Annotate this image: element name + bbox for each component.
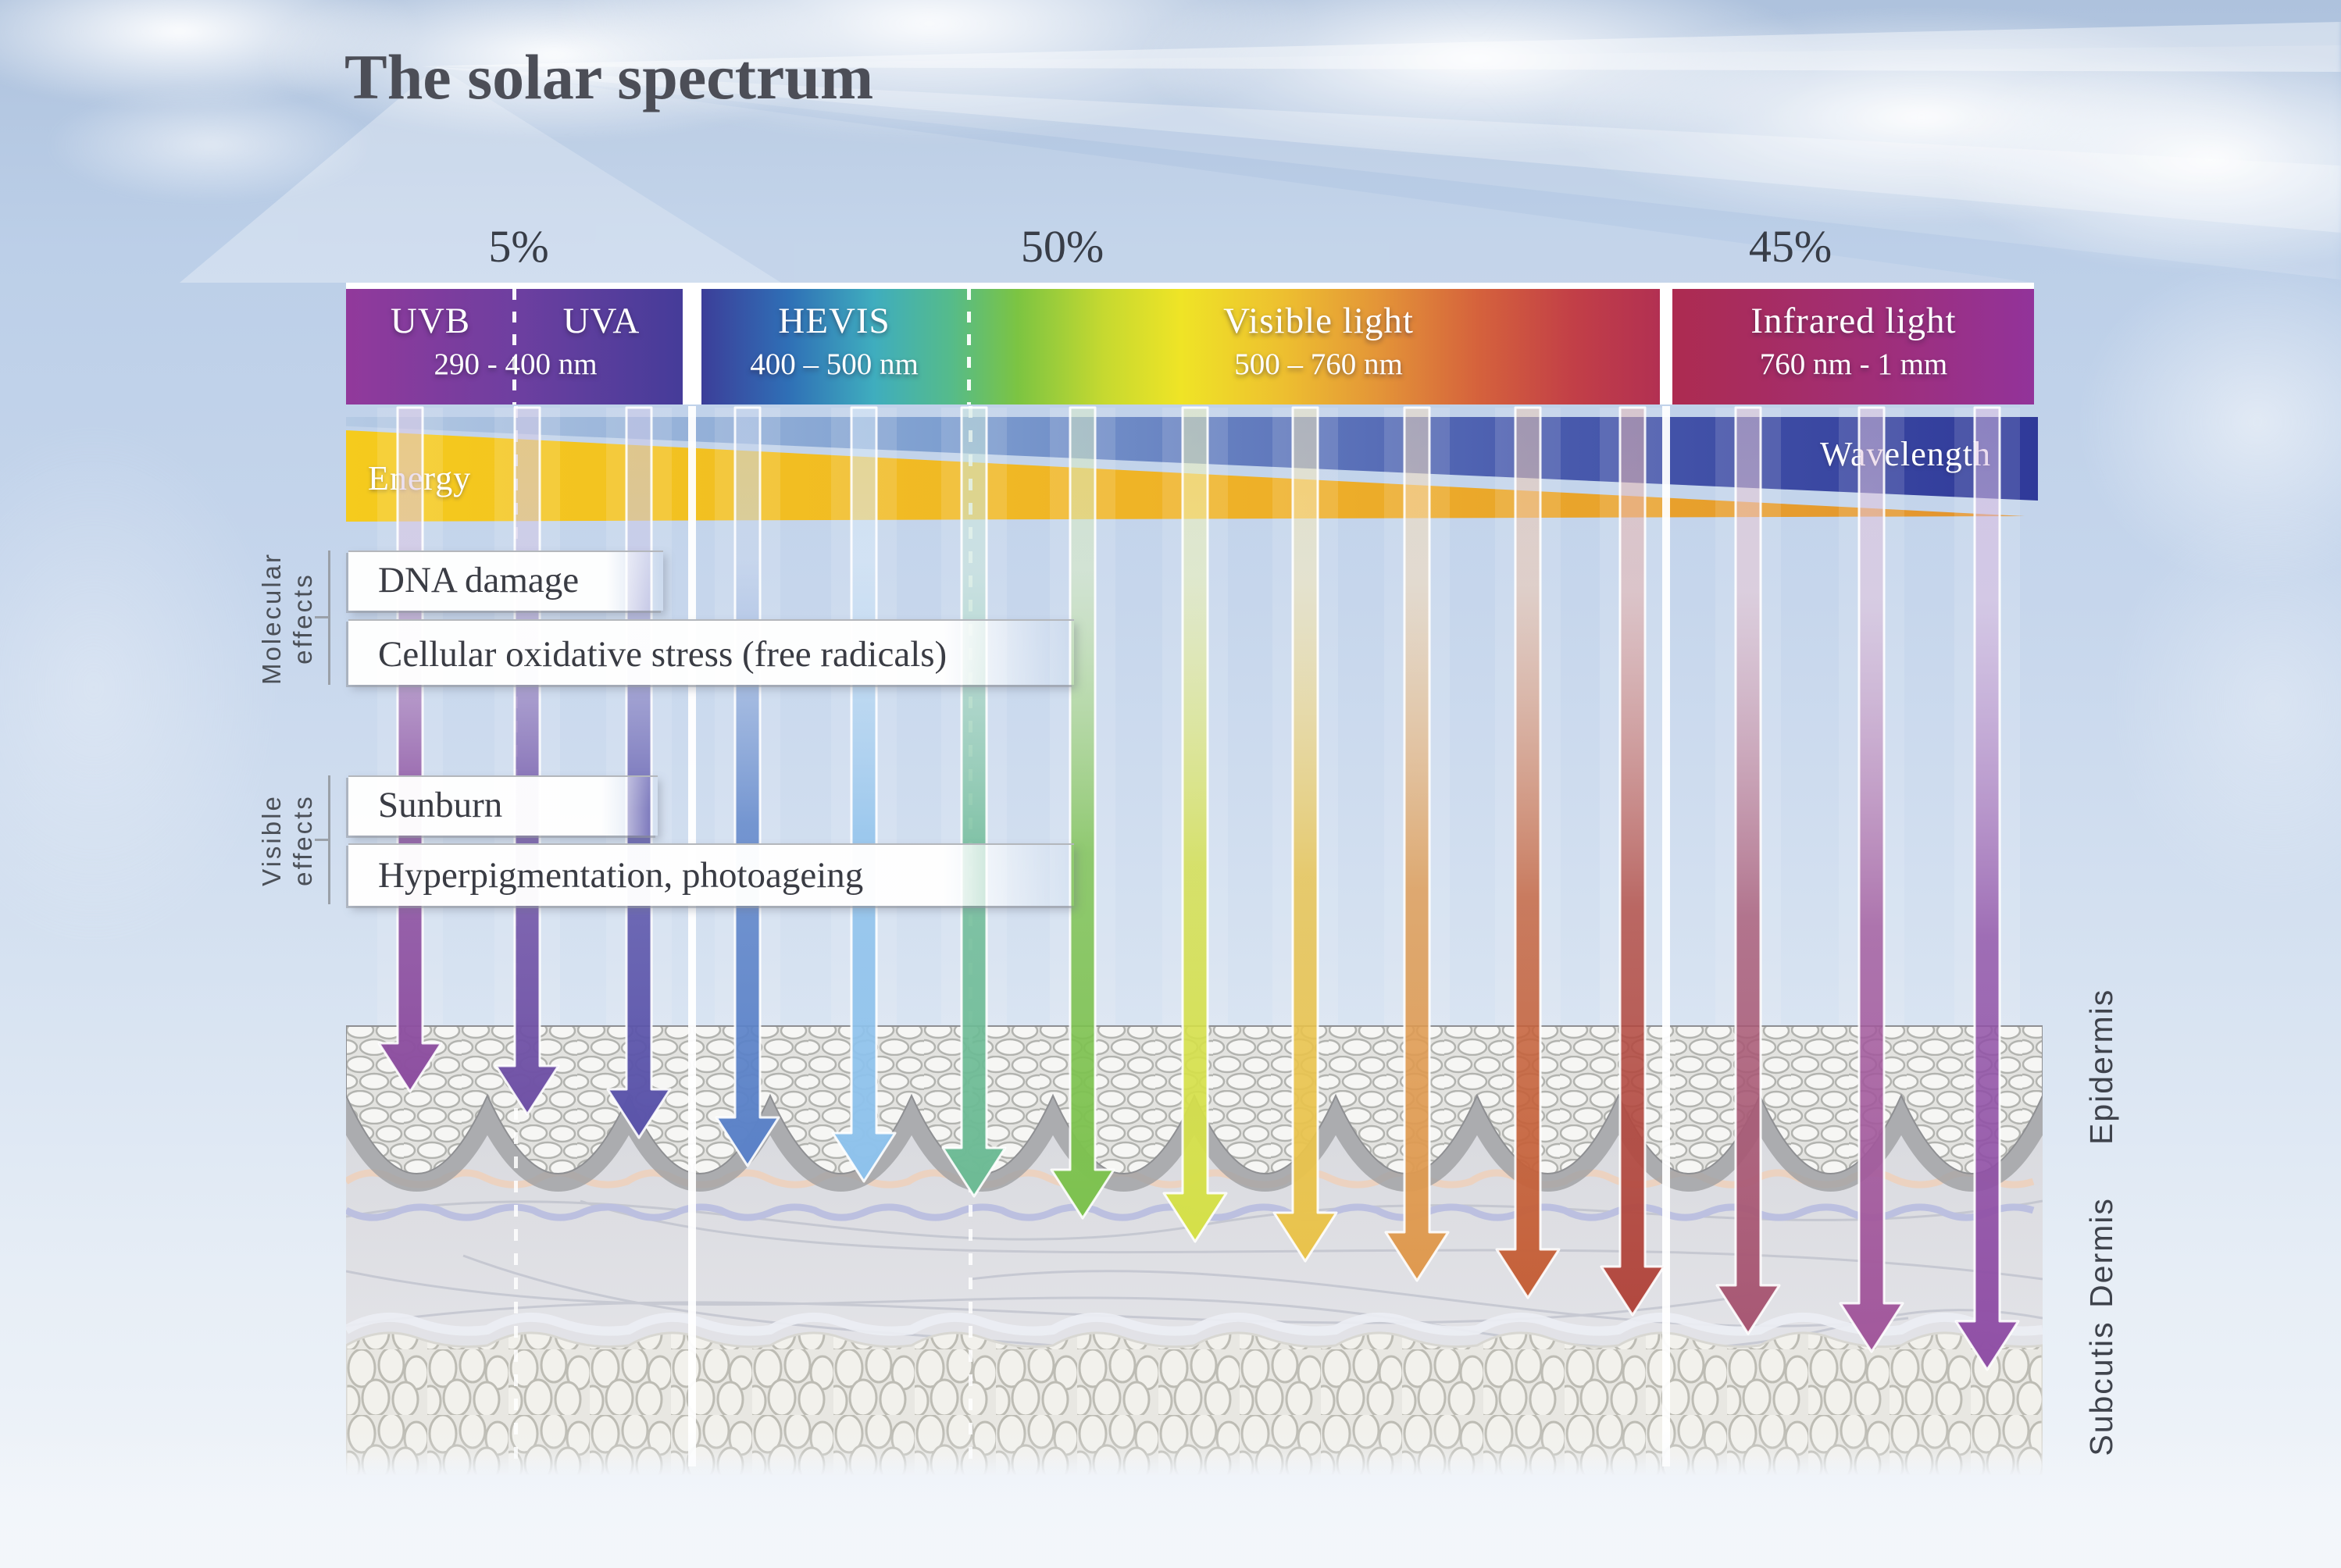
infrared-segment — [1672, 289, 2034, 404]
penetration-arrow — [941, 406, 1007, 1198]
effect-box-label: DNA damage — [378, 560, 580, 600]
penetration-arrow — [1050, 406, 1115, 1220]
effect-box-label: Hyperpigmentation, photoageing — [378, 855, 864, 896]
penetration-arrow — [1954, 406, 2020, 1371]
deep-vessel — [346, 1312, 2043, 1336]
dermis-label: Dermis — [2083, 1197, 2119, 1308]
infrared-range: 760 nm - 1 mm — [1759, 347, 1948, 381]
uva-label: UVA — [562, 301, 641, 341]
penetration-arrow — [1600, 406, 1665, 1317]
penetration-arrow — [1384, 406, 1450, 1282]
penetration-arrow — [1839, 406, 1904, 1353]
wavelength-label: Wavelength — [1819, 435, 1991, 473]
uv-hevis-separator-line — [688, 406, 696, 1466]
molecular-effects-label: Molecular effects — [257, 551, 317, 686]
visible-effects-tick — [315, 839, 329, 841]
effect-box-label: Cellular oxidative stress (free radicals… — [378, 634, 947, 675]
subcutis-label: Subcutis — [2083, 1320, 2119, 1456]
visible-range: 500 – 760 nm — [1234, 347, 1403, 381]
effect-box-sunburn: Sunburn — [348, 775, 658, 836]
effect-box-label: Sunburn — [378, 785, 503, 825]
bottom-haze — [0, 1429, 2341, 1568]
hevis-label: HEVIS — [778, 301, 890, 341]
visible-light-label: Visible light — [1223, 301, 1414, 341]
penetration-arrow — [377, 406, 443, 1093]
page-title: The solar spectrum — [344, 41, 874, 112]
epidermis-label: Epidermis — [2083, 988, 2119, 1145]
penetration-arrow — [715, 406, 780, 1167]
infrared-label: Infrared light — [1750, 301, 1957, 341]
percent-visible: 50% — [1020, 221, 1104, 272]
penetration-arrow — [1715, 406, 1781, 1335]
spectrum-bar: UVB UVA 290 - 400 nm HEVIS 400 – 500 nm … — [346, 283, 2034, 404]
molecular-effects-bracket — [328, 551, 330, 685]
penetration-arrow — [606, 406, 672, 1139]
penetration-arrow — [831, 406, 897, 1183]
penetration-arrow — [494, 406, 560, 1116]
penetration-arrow — [1495, 406, 1561, 1299]
effect-box-dna: DNA damage — [348, 551, 663, 611]
uvb-uva-divider — [512, 289, 516, 404]
hevis-visible-segment — [701, 289, 1660, 404]
hevis-range: 400 – 500 nm — [750, 347, 919, 381]
effect-box-hyperpigmentation: Hyperpigmentation, photoageing — [348, 843, 1074, 906]
cloud — [47, 86, 375, 203]
visible-effects-bracket — [328, 775, 330, 904]
effect-box-oxidative: Cellular oxidative stress (free radicals… — [348, 619, 1074, 685]
penetration-arrow — [1162, 406, 1228, 1243]
uvb-label: UVB — [390, 301, 471, 341]
percent-infrared: 45% — [1748, 221, 1832, 272]
percent-uv: 5% — [488, 221, 549, 272]
visible-infrared-separator-line — [1662, 406, 1670, 1466]
molecular-effects-tick — [315, 616, 329, 618]
uv-range: 290 - 400 nm — [434, 347, 598, 381]
visible-effects-label: Visible effects — [257, 794, 317, 886]
hevis-visible-divider — [967, 289, 971, 404]
penetration-arrow — [1272, 406, 1338, 1263]
